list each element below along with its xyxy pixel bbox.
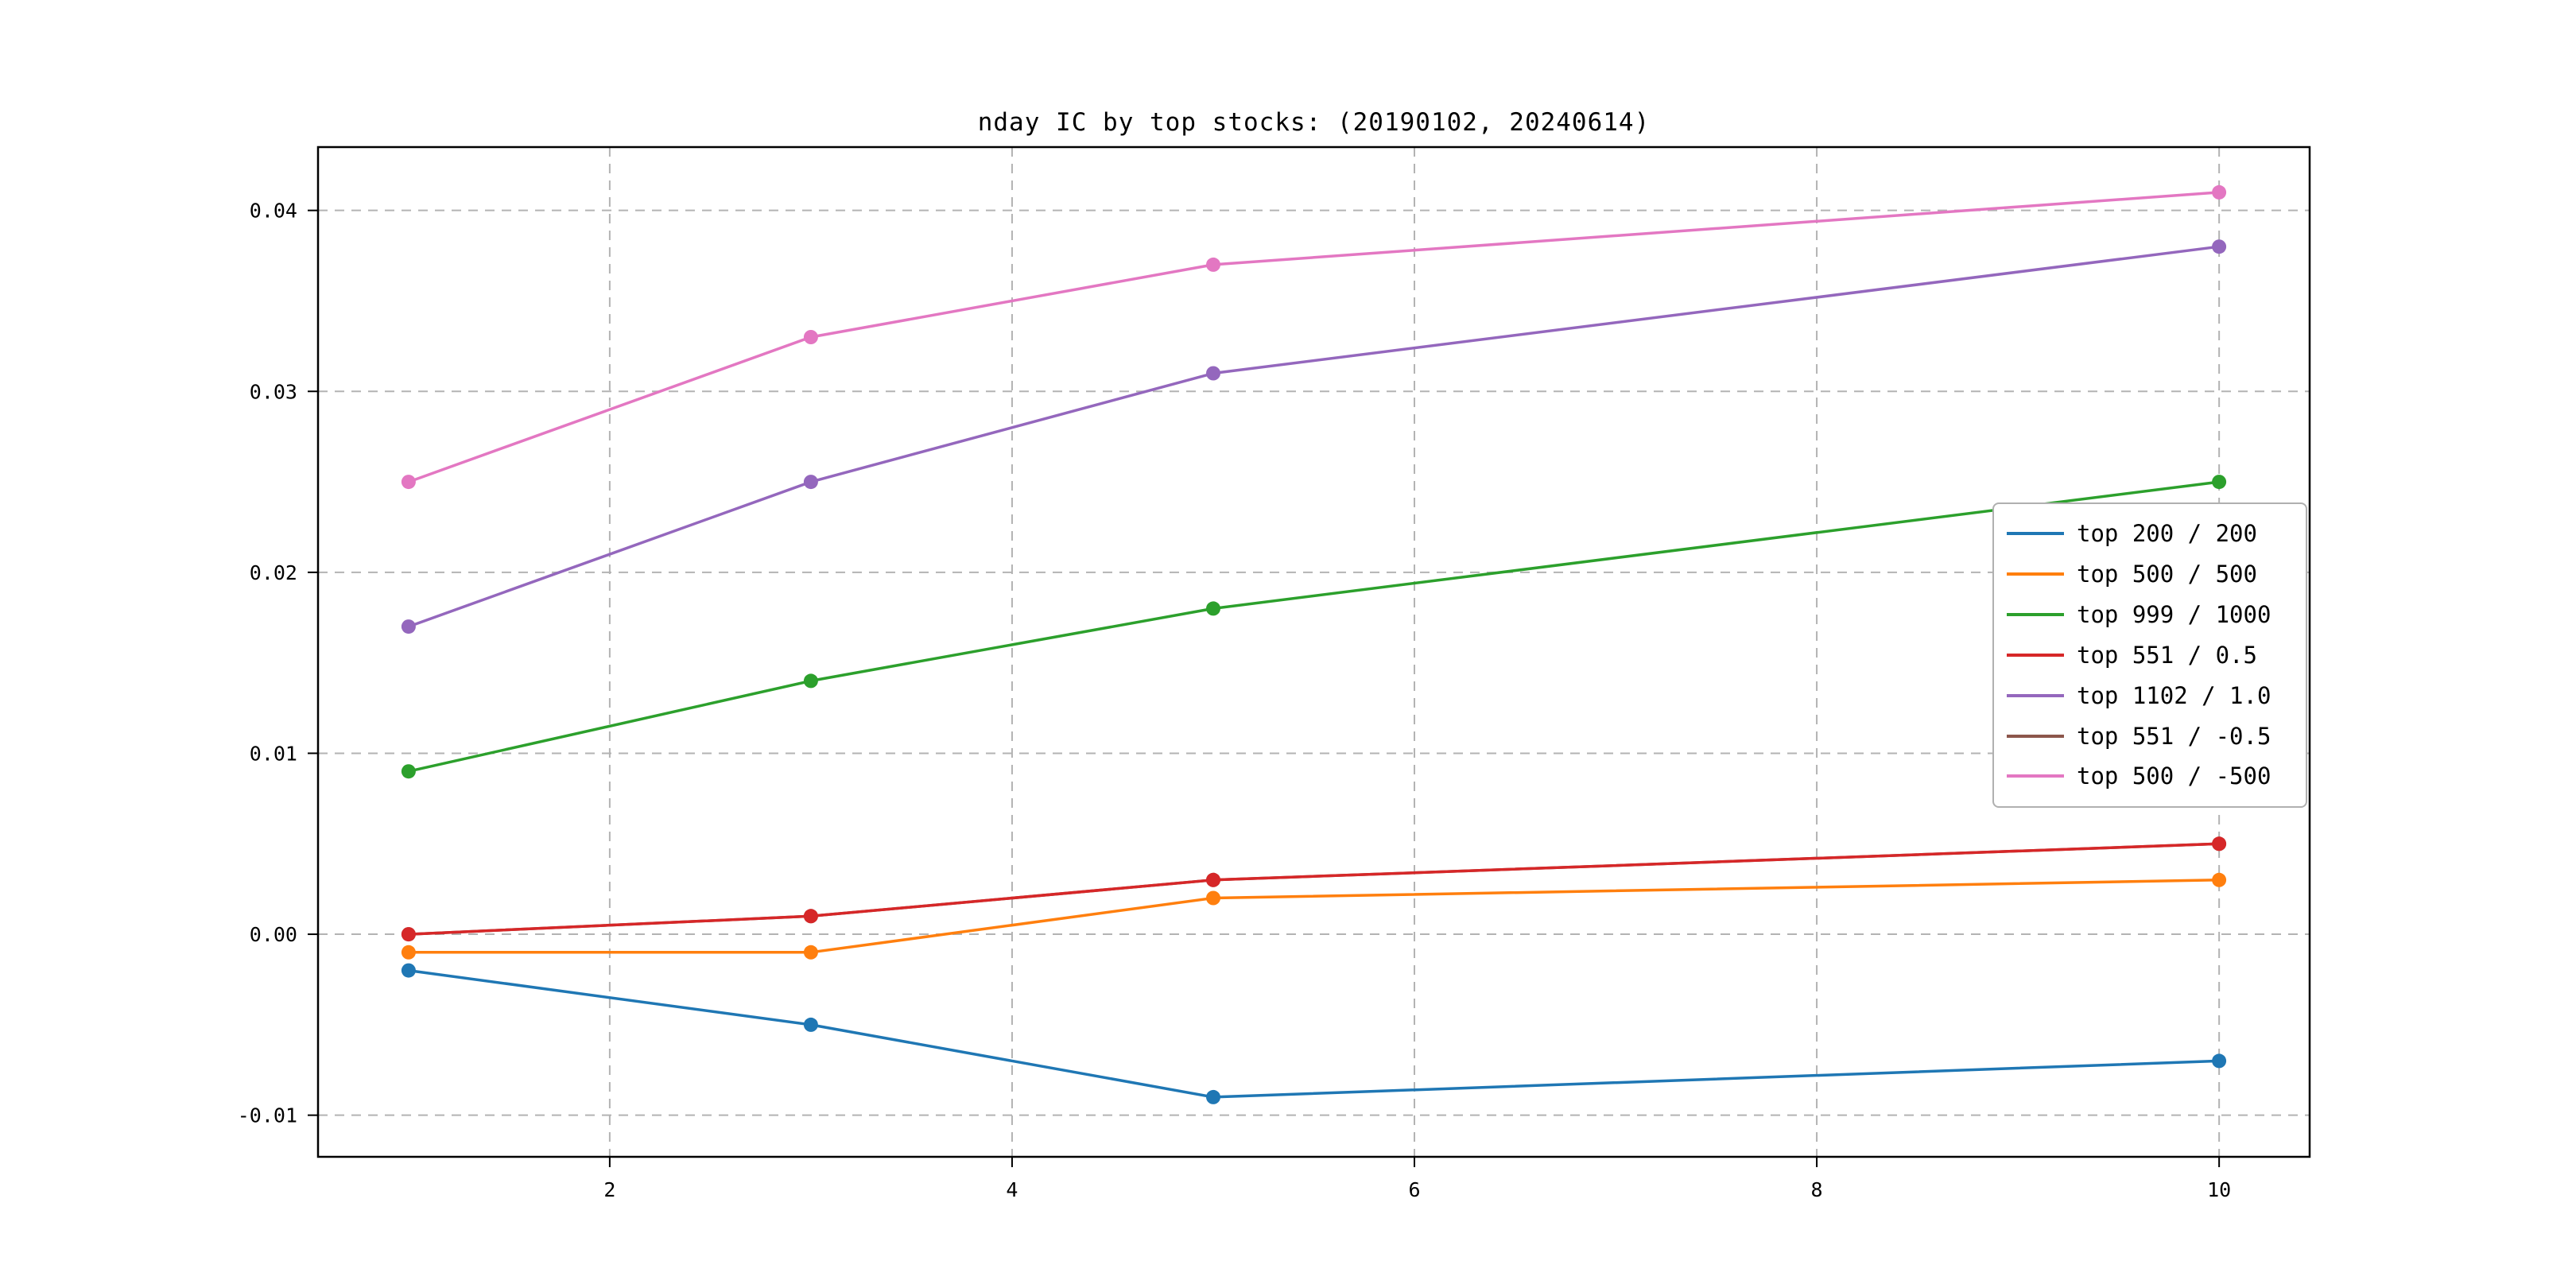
series-line xyxy=(408,245,2220,628)
series-marker xyxy=(401,475,416,490)
x-tick-label: 4 xyxy=(1006,1178,1018,1201)
series-line xyxy=(408,968,2220,1099)
legend: top 200 / 200 top 500 / 500 top 999 / 1000… xyxy=(1992,502,2307,808)
legend-item: top 551 / 0.5 xyxy=(2007,635,2293,675)
series-marker xyxy=(803,945,818,960)
legend-item: top 500 / 500 xyxy=(2007,554,2293,594)
legend-label: top 551 / 0.5 xyxy=(2077,641,2257,669)
series-line xyxy=(408,191,2220,483)
legend-line-swatch xyxy=(2007,572,2064,576)
chart-title: nday IC by top stocks: (20190102, 202406… xyxy=(977,108,1651,137)
series-marker xyxy=(1206,890,1220,906)
legend-item: top 999 / 1000 xyxy=(2007,595,2293,634)
axes-frame xyxy=(316,145,2311,1158)
legend-line-swatch xyxy=(2007,532,2064,536)
series-marker xyxy=(2212,836,2227,852)
legend-line-swatch xyxy=(2007,734,2064,738)
series-marker xyxy=(803,1017,818,1032)
legend-line-swatch xyxy=(2007,693,2064,697)
series-line xyxy=(408,879,2220,954)
series-marker xyxy=(1206,366,1220,381)
legend-line-swatch xyxy=(2007,613,2064,617)
series-marker xyxy=(401,927,416,942)
legend-label: top 551 / -0.5 xyxy=(2077,722,2271,750)
series-marker xyxy=(803,475,818,490)
series-marker xyxy=(2212,239,2227,254)
legend-item: top 200 / 200 xyxy=(2007,514,2293,553)
y-tick-label: 0.02 xyxy=(250,561,297,584)
series-marker xyxy=(803,909,818,924)
series-marker xyxy=(803,330,818,344)
x-tick-label: 2 xyxy=(603,1178,615,1201)
series-marker xyxy=(803,673,818,689)
y-tick-label: 0.04 xyxy=(250,200,297,223)
legend-item: top 500 / -500 xyxy=(2007,756,2293,796)
x-tick-label: 6 xyxy=(1408,1178,1420,1201)
series-marker xyxy=(1206,872,1220,887)
y-tick-label: 0.03 xyxy=(250,380,297,403)
legend-item: top 1102 / 1.0 xyxy=(2007,676,2293,716)
y-tick-label: 0.01 xyxy=(250,742,297,765)
series-marker xyxy=(401,963,416,978)
series-marker xyxy=(401,945,416,960)
legend-label: top 999 / 1000 xyxy=(2077,601,2271,629)
series-marker xyxy=(2212,872,2227,887)
y-tick-label: -0.01 xyxy=(238,1104,297,1127)
legend-line-swatch xyxy=(2007,774,2064,778)
series-marker xyxy=(401,619,416,634)
legend-label: top 200 / 200 xyxy=(2077,520,2257,548)
series-marker xyxy=(1206,1089,1220,1104)
series-line xyxy=(408,480,2220,773)
series-marker xyxy=(1206,257,1220,272)
x-tick-label: 8 xyxy=(1811,1178,1823,1201)
series-marker xyxy=(401,764,416,779)
legend-line-swatch xyxy=(2007,653,2064,657)
legend-label: top 500 / 500 xyxy=(2077,561,2257,588)
legend-label: top 500 / -500 xyxy=(2077,762,2271,790)
series-marker xyxy=(2212,184,2227,200)
x-tick-label: 10 xyxy=(2207,1178,2231,1201)
legend-label: top 1102 / 1.0 xyxy=(2077,681,2271,709)
series-marker xyxy=(2212,475,2227,490)
series-marker xyxy=(1206,601,1220,616)
y-tick-label: 0.00 xyxy=(250,923,297,946)
series-marker xyxy=(2212,1053,2227,1069)
series-line xyxy=(408,842,2220,936)
legend-item: top 551 / -0.5 xyxy=(2007,716,2293,756)
